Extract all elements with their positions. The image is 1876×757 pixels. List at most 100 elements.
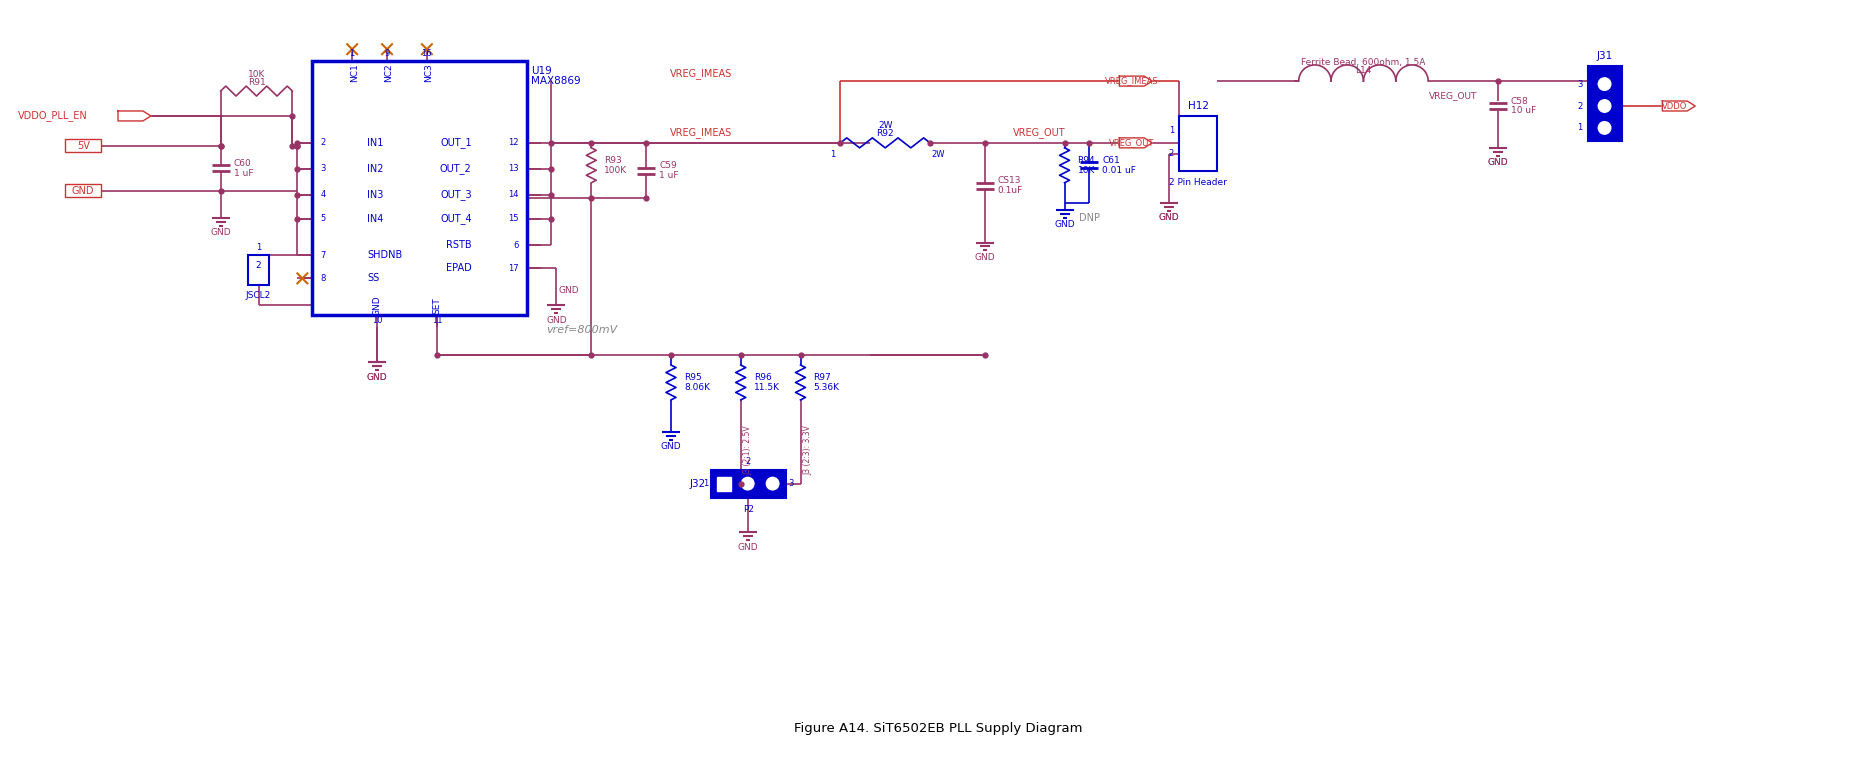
Text: GND: GND bbox=[1488, 158, 1508, 167]
Polygon shape bbox=[1662, 101, 1696, 111]
Text: JSCL2: JSCL2 bbox=[246, 291, 272, 300]
Text: IN4: IN4 bbox=[368, 213, 383, 223]
Text: 12: 12 bbox=[508, 139, 518, 148]
Text: 8: 8 bbox=[321, 274, 326, 283]
Text: GND: GND bbox=[660, 442, 681, 451]
Bar bbox=[711, 469, 786, 497]
Bar bbox=[1180, 116, 1218, 171]
Text: VREG_IMEAS: VREG_IMEAS bbox=[670, 67, 732, 79]
Text: OUT_2: OUT_2 bbox=[441, 164, 471, 174]
Text: GND: GND bbox=[1159, 213, 1180, 222]
Text: U19: U19 bbox=[531, 66, 552, 76]
Text: 13: 13 bbox=[508, 164, 518, 173]
Text: VREG_IMEAS: VREG_IMEAS bbox=[1105, 76, 1159, 86]
Text: 1 uF: 1 uF bbox=[658, 171, 679, 180]
Text: 5V: 5V bbox=[77, 141, 90, 151]
Bar bbox=[66, 184, 101, 197]
Text: VREG_OUT: VREG_OUT bbox=[1109, 139, 1154, 148]
Text: H12: H12 bbox=[1188, 101, 1208, 111]
Text: OUT_1: OUT_1 bbox=[441, 138, 471, 148]
Text: 1: 1 bbox=[829, 151, 835, 159]
Text: Ferrite Bead, 600ohm, 1.5A: Ferrite Bead, 600ohm, 1.5A bbox=[1302, 58, 1426, 67]
Text: OUT_4: OUT_4 bbox=[441, 213, 471, 224]
Text: 11.5K: 11.5K bbox=[754, 383, 780, 392]
Text: VREG_OUT: VREG_OUT bbox=[1430, 92, 1476, 101]
Text: P2: P2 bbox=[743, 505, 754, 514]
Text: J32: J32 bbox=[690, 478, 705, 488]
Text: 2: 2 bbox=[745, 457, 750, 466]
Text: 1 uF: 1 uF bbox=[234, 169, 253, 178]
Text: 2 Pin Header: 2 Pin Header bbox=[1169, 178, 1227, 187]
Text: 1: 1 bbox=[1169, 126, 1174, 136]
Text: VDDO_PLL_EN: VDDO_PLL_EN bbox=[19, 111, 88, 121]
Text: 15: 15 bbox=[508, 214, 518, 223]
Text: IN2: IN2 bbox=[368, 164, 383, 174]
Text: RSTB: RSTB bbox=[446, 241, 471, 251]
Text: GND: GND bbox=[1488, 158, 1508, 167]
Text: DNP: DNP bbox=[1079, 213, 1101, 223]
Text: 0.1uF: 0.1uF bbox=[998, 186, 1022, 195]
Text: GND: GND bbox=[366, 372, 386, 382]
Bar bbox=[717, 477, 732, 491]
Text: SET: SET bbox=[431, 297, 441, 313]
Text: J3 (2:1): 2.5V: J3 (2:1): 2.5V bbox=[743, 425, 752, 475]
Text: GND: GND bbox=[1159, 213, 1180, 222]
Text: R96: R96 bbox=[754, 373, 771, 382]
Text: IN1: IN1 bbox=[368, 138, 383, 148]
Text: 14: 14 bbox=[508, 190, 518, 199]
Text: 1: 1 bbox=[1578, 123, 1583, 132]
Text: VREG_IMEAS: VREG_IMEAS bbox=[670, 127, 732, 139]
Text: 16: 16 bbox=[422, 49, 431, 58]
Text: GND: GND bbox=[373, 295, 381, 316]
Text: 2W: 2W bbox=[878, 121, 893, 130]
Text: 5: 5 bbox=[321, 214, 326, 223]
Text: GND: GND bbox=[366, 372, 386, 382]
Text: 8.06K: 8.06K bbox=[685, 383, 709, 392]
Text: L14: L14 bbox=[1354, 66, 1371, 75]
Text: GND: GND bbox=[210, 228, 231, 237]
Text: R91: R91 bbox=[248, 77, 265, 86]
Text: SS: SS bbox=[368, 273, 379, 283]
Text: GND: GND bbox=[71, 185, 94, 196]
Text: R93: R93 bbox=[604, 156, 623, 165]
Text: 6: 6 bbox=[514, 241, 518, 250]
Text: MAX8869: MAX8869 bbox=[531, 76, 582, 86]
Text: IN3: IN3 bbox=[368, 190, 383, 200]
Text: 3: 3 bbox=[1578, 79, 1583, 89]
Text: NC2: NC2 bbox=[385, 64, 394, 83]
Polygon shape bbox=[118, 111, 150, 121]
Text: 3: 3 bbox=[788, 479, 794, 488]
Text: C58: C58 bbox=[1510, 97, 1529, 105]
Text: 17: 17 bbox=[508, 264, 518, 273]
Bar bbox=[66, 139, 101, 152]
Text: J3 (2:3): 3.3V: J3 (2:3): 3.3V bbox=[803, 425, 812, 475]
Text: GND: GND bbox=[546, 316, 567, 325]
Text: 4: 4 bbox=[321, 190, 326, 199]
Text: R94: R94 bbox=[1077, 156, 1096, 165]
Text: GND: GND bbox=[1054, 220, 1075, 229]
Bar bbox=[311, 61, 527, 315]
Circle shape bbox=[765, 477, 780, 491]
Text: C59: C59 bbox=[658, 161, 677, 170]
Text: OUT_3: OUT_3 bbox=[441, 189, 471, 200]
Text: C60: C60 bbox=[234, 159, 251, 168]
Circle shape bbox=[741, 477, 754, 491]
Text: 3: 3 bbox=[321, 164, 326, 173]
Text: 2: 2 bbox=[1169, 149, 1174, 158]
Text: 1: 1 bbox=[349, 49, 355, 58]
Text: 2: 2 bbox=[255, 261, 261, 270]
Circle shape bbox=[1598, 99, 1611, 113]
Text: EPAD: EPAD bbox=[446, 263, 471, 273]
Text: GND: GND bbox=[557, 286, 578, 294]
Bar bbox=[248, 255, 270, 285]
Text: SHDNB: SHDNB bbox=[368, 251, 401, 260]
Text: 2: 2 bbox=[321, 139, 326, 148]
Text: 10: 10 bbox=[371, 316, 383, 325]
Text: vref=800mV: vref=800mV bbox=[546, 326, 617, 335]
Text: 1: 1 bbox=[255, 243, 261, 252]
Text: VDDO: VDDO bbox=[1662, 101, 1688, 111]
Text: 9: 9 bbox=[385, 49, 390, 58]
Text: 0.01 uF: 0.01 uF bbox=[1103, 166, 1137, 175]
Circle shape bbox=[1598, 77, 1611, 91]
Text: 10K: 10K bbox=[1077, 166, 1096, 175]
